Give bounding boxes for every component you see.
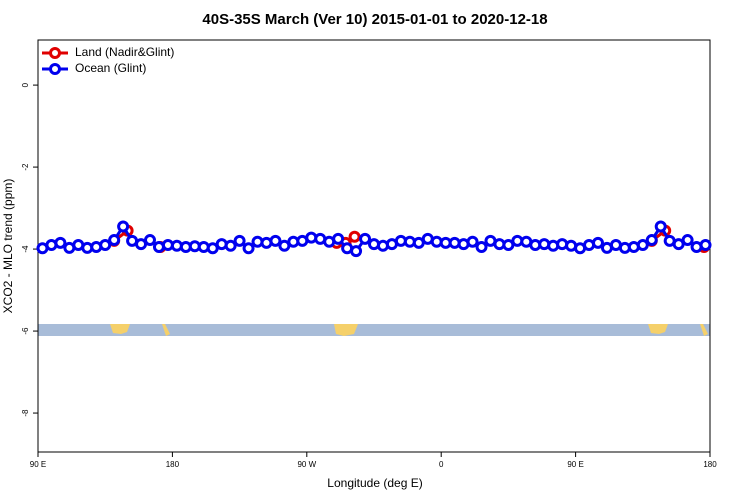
point — [475, 241, 488, 254]
y-tick-label: -4 — [21, 245, 30, 253]
point — [636, 238, 649, 251]
point — [135, 238, 148, 251]
point — [376, 239, 389, 252]
point — [654, 220, 667, 233]
point — [206, 242, 219, 255]
point — [359, 232, 372, 245]
legend-marker — [49, 63, 61, 75]
legend-label: Land (Nadir&Glint) — [75, 45, 174, 59]
y-tick-label: 0 — [21, 82, 30, 87]
x-tick-label: 0 — [439, 460, 444, 469]
x-tick-label: 90 W — [297, 460, 316, 469]
point — [681, 234, 694, 247]
y-tick-label: -8 — [21, 409, 30, 417]
point — [699, 238, 712, 251]
point — [224, 239, 237, 252]
y-tick-label: -2 — [21, 163, 30, 171]
x-tick-label: 90 E — [30, 460, 46, 469]
point — [412, 236, 425, 249]
point — [592, 236, 604, 249]
point — [556, 238, 569, 251]
y-axis-label: XCO2 - MLO trend (ppm) — [1, 179, 15, 314]
point — [538, 238, 551, 251]
map-strip — [38, 324, 710, 336]
point — [233, 234, 246, 247]
point — [117, 220, 130, 233]
point — [645, 234, 658, 247]
point — [348, 230, 361, 243]
point — [242, 242, 255, 255]
point — [278, 239, 291, 252]
point — [108, 234, 121, 247]
y-tick-label: -6 — [21, 327, 30, 335]
point — [502, 238, 515, 251]
x-tick-label: 180 — [166, 460, 180, 469]
point — [466, 235, 479, 248]
legend-label: Ocean (Glint) — [75, 61, 146, 75]
point — [99, 238, 112, 251]
point — [269, 234, 282, 247]
x-axis-label: Longitude (deg E) — [327, 476, 422, 490]
point — [215, 238, 228, 251]
legend-marker — [49, 47, 61, 59]
point — [54, 236, 67, 249]
point — [672, 238, 685, 251]
point — [368, 238, 380, 251]
point — [144, 234, 156, 247]
point — [350, 245, 363, 258]
x-tick-label: 180 — [703, 460, 717, 469]
x-tick-label: 90 E — [567, 460, 583, 469]
point — [332, 232, 345, 245]
point — [547, 239, 560, 252]
chart-title: 40S-35S March (Ver 10) 2015-01-01 to 202… — [202, 11, 547, 28]
